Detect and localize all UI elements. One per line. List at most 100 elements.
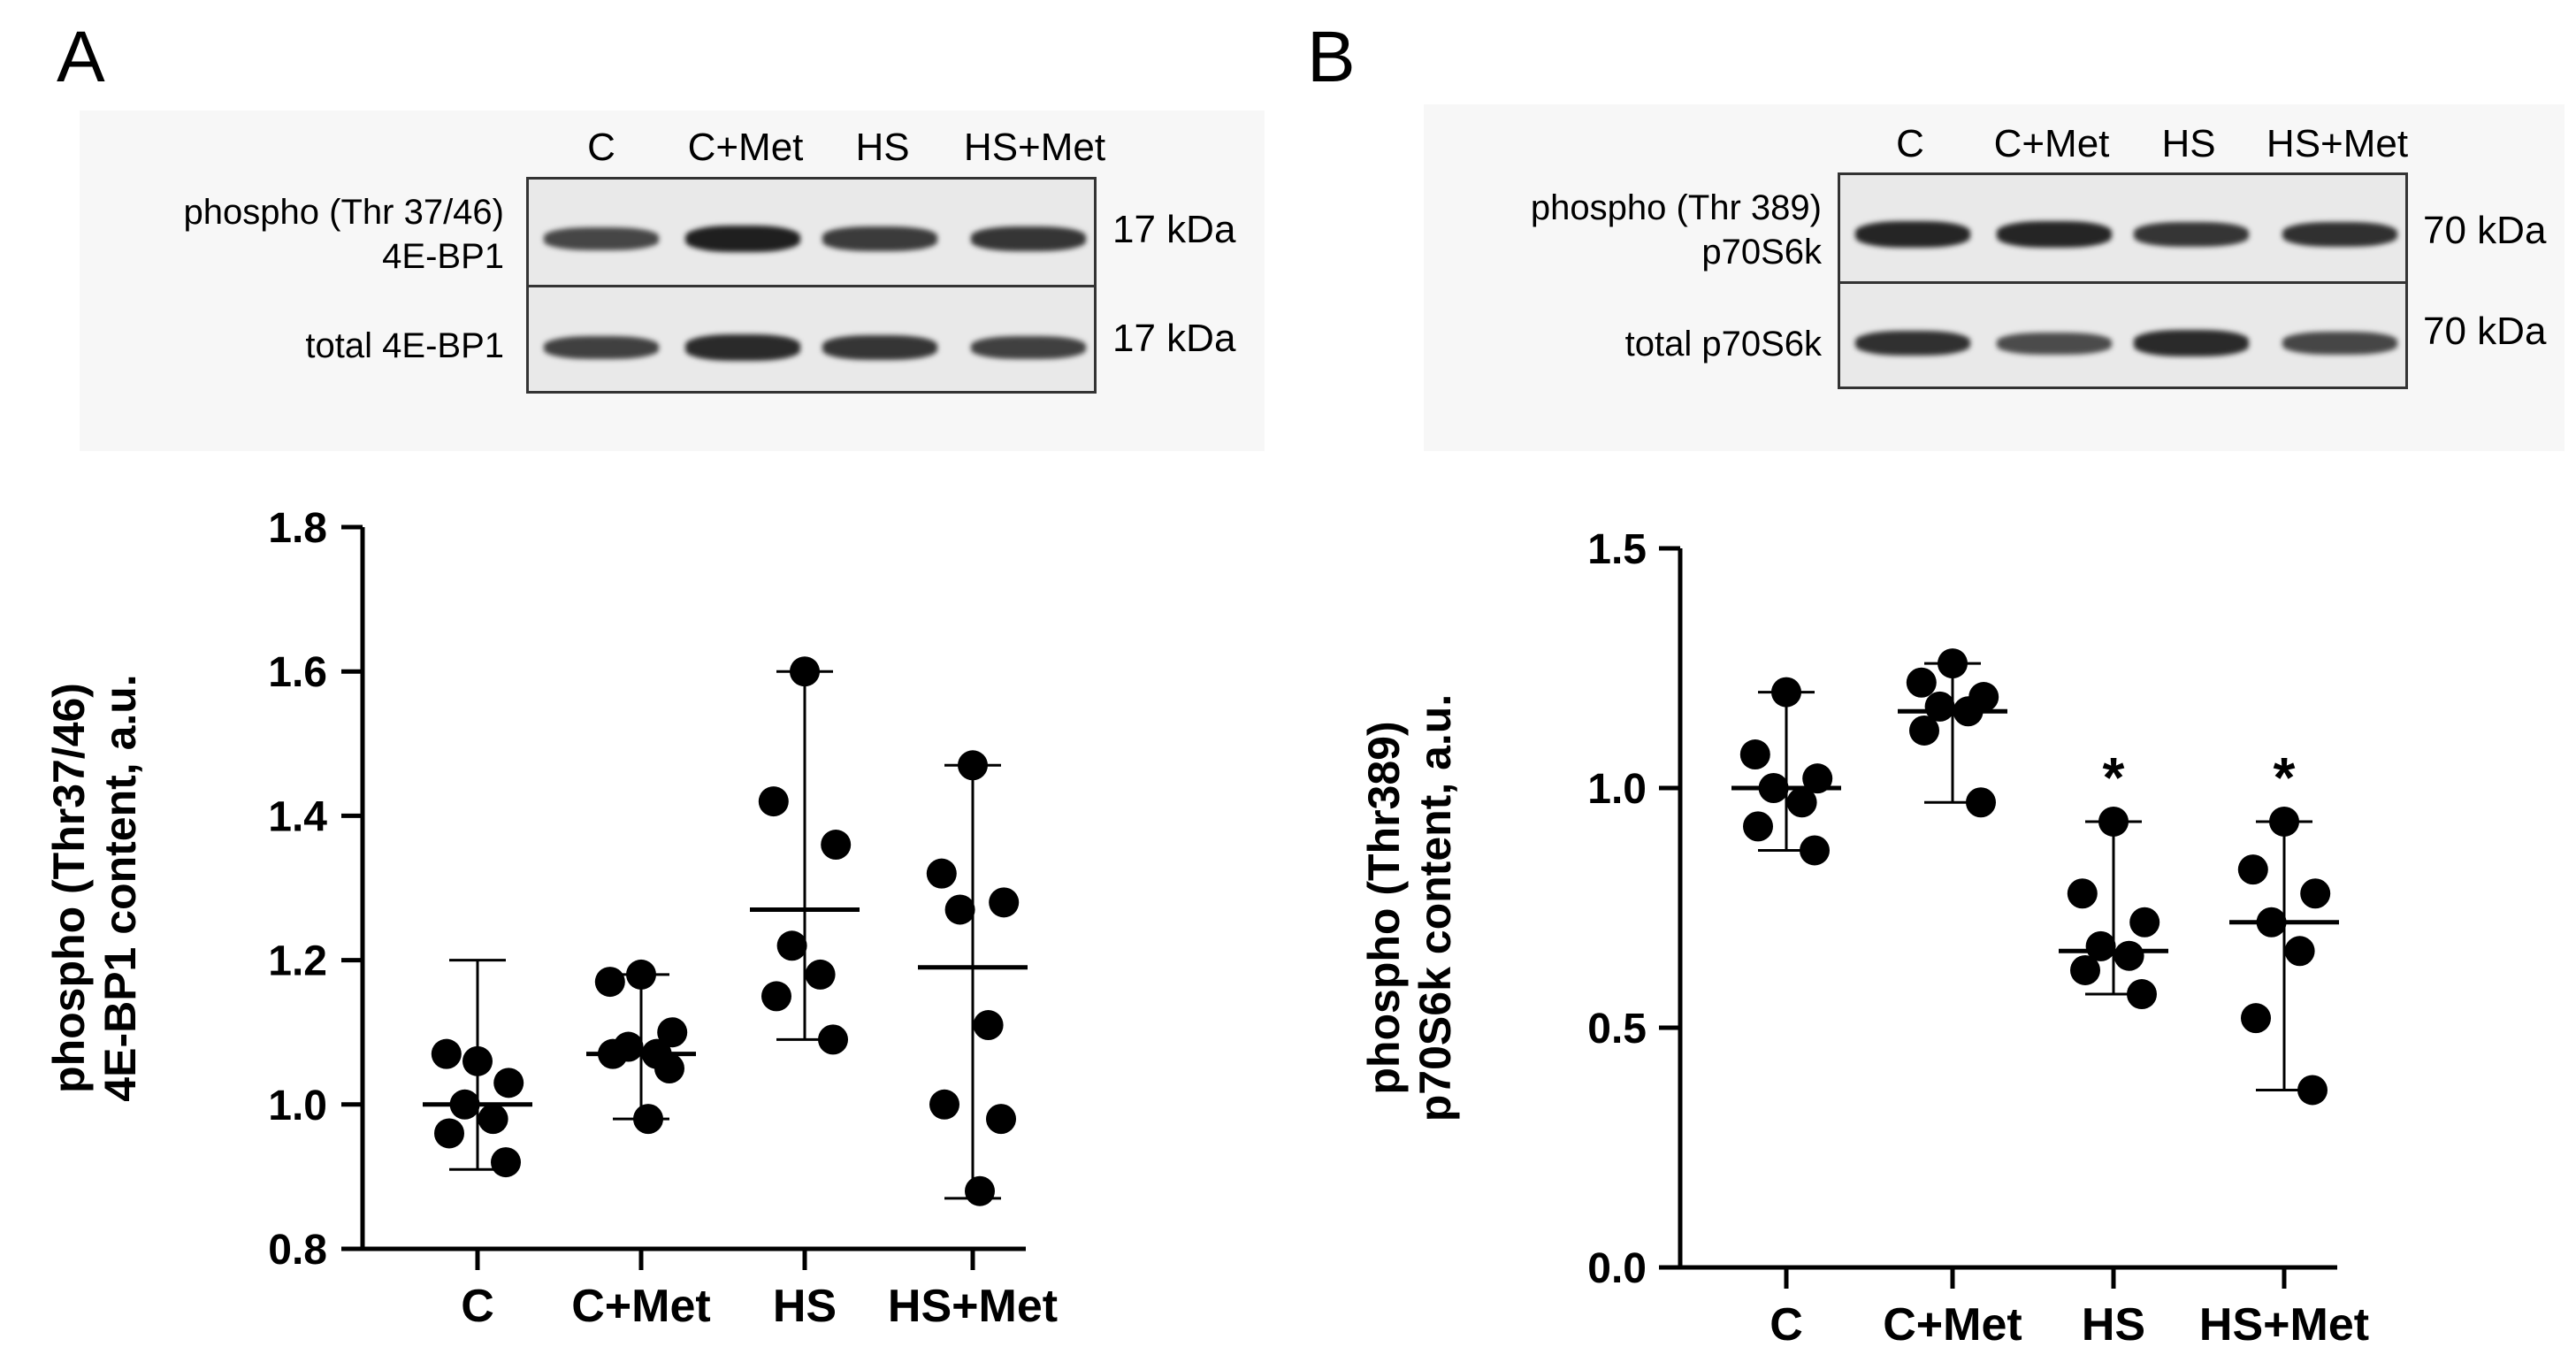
- chart2-x-label-0: C: [1770, 1299, 1803, 1351]
- panel-letter-b: B: [1307, 17, 1356, 97]
- chart1-point-g2-6: [818, 1024, 848, 1055]
- chart2-y-tick-label-2: 1.0: [1587, 766, 1647, 813]
- chart2-significance-3: *: [2274, 746, 2296, 809]
- chart1-point-g1-2: [657, 1017, 688, 1048]
- chart1-point-g3-5: [929, 1089, 959, 1120]
- chart2-point-g3-0: [2269, 806, 2299, 837]
- chart2-point-g3-4: [2284, 936, 2315, 967]
- blot-b-row2-kda: 70 kDa: [2423, 310, 2547, 353]
- chart1-point-g2-0: [790, 656, 820, 687]
- blot-b-lane-c: C: [1896, 122, 1924, 165]
- chart1-point-g1-7: [633, 1104, 663, 1135]
- blot-a-row2-label: total 4E-BP1: [80, 324, 504, 368]
- chart1-point-g2-4: [805, 959, 836, 990]
- chart2-point-g1-6: [1966, 787, 1996, 818]
- chart2-x-label-1: C+Met: [1883, 1299, 2022, 1351]
- blot-b-divider: [1838, 281, 2408, 284]
- chart2-point-g1-5: [1909, 715, 1939, 746]
- blot-b-row1-label: phospho (Thr 389) p70S6k: [1388, 186, 1822, 274]
- blot-b-band-r2-l1: [1855, 330, 1970, 356]
- chart1-point-g0-5: [434, 1118, 464, 1149]
- chart1-point-g3-0: [958, 750, 988, 781]
- chart2-point-g2-5: [2070, 954, 2100, 985]
- chart1-point-g0-1: [431, 1038, 462, 1069]
- chart1-y-tick-label-2: 1.2: [268, 938, 327, 985]
- chart2-point-g2-3: [2085, 930, 2116, 961]
- blot-a-band-r1-l4: [971, 226, 1086, 251]
- blot-b-row1-label-line2: p70S6k: [1701, 233, 1822, 272]
- blot-b-lane-hsmet: HS+Met: [2266, 122, 2409, 165]
- chart1-y-tick-label-1: 1.0: [268, 1083, 327, 1129]
- chart1-ylabel-line2: 4E-BP1 content, a.u.: [96, 674, 145, 1101]
- chart1-y-tick-label-5: 1.8: [268, 505, 327, 552]
- chart1-y-tick-label-4: 1.6: [268, 649, 327, 696]
- chart2-point-g2-1: [2067, 878, 2098, 909]
- blot-a-band-r1-l1: [544, 227, 659, 250]
- chart2-ylabel-line2: p70S6k content, a.u.: [1410, 694, 1460, 1121]
- chart2-x-label-3: HS+Met: [2199, 1299, 2369, 1351]
- blot-a-row1-label-line1: phospho (Thr 37/46): [183, 193, 504, 232]
- blot-a-band-r2-l4: [971, 335, 1086, 360]
- blot-a-row1-label-line2: 4E-BP1: [382, 237, 504, 276]
- chart2-point-g0-6: [1800, 835, 1830, 866]
- chart1-point-g2-1: [758, 786, 789, 817]
- chart1-x-label-0: C: [461, 1281, 494, 1332]
- chart2-point-g1-0: [1938, 648, 1968, 679]
- chart1-point-g3-6: [986, 1104, 1016, 1135]
- chart2-x-label-2: HS: [2082, 1299, 2145, 1351]
- panel-letter-a: A: [57, 17, 105, 97]
- chart1-point-g3-3: [944, 894, 975, 925]
- chart1-point-g3-1: [926, 858, 957, 889]
- chart1-ylabel-line1: phospho (Thr37/46): [44, 683, 94, 1093]
- chart1-y-tick-label-0: 0.8: [268, 1227, 327, 1274]
- blot-a-row1-label: phospho (Thr 37/46) 4E-BP1: [80, 190, 504, 279]
- blot-a-band-r1-l3: [822, 226, 937, 251]
- chart2-point-g3-5: [2241, 1003, 2271, 1034]
- chart1-point-g0-0: [462, 1045, 493, 1076]
- blot-a-lane-hs: HS: [855, 126, 910, 169]
- blot-b-row2-label-line1: total p70S6k: [1624, 325, 1822, 364]
- chart2-point-g2-4: [2114, 940, 2144, 971]
- blot-a-band-r2-l3: [822, 335, 937, 360]
- chart1-point-g1-1: [594, 967, 625, 998]
- chart1-point-g3-4: [973, 1010, 1004, 1041]
- blot-b-row2-label: total p70S6k: [1388, 322, 1822, 366]
- chart2-point-g2-2: [2129, 907, 2160, 938]
- blot-b-lane-hs: HS: [2161, 122, 2216, 165]
- blot-a-divider: [526, 285, 1097, 287]
- chart2-point-g3-6: [2297, 1075, 2328, 1106]
- chart1-point-g2-2: [821, 830, 852, 861]
- chart1-point-g1-6: [654, 1053, 684, 1083]
- chart2-significance-2: *: [2103, 746, 2125, 809]
- chart1-point-g3-7: [965, 1175, 995, 1206]
- blot-b-row1-label-line1: phospho (Thr 389): [1530, 188, 1822, 227]
- blot-b-band-r1-l4: [2282, 221, 2397, 248]
- chart1-point-g3-2: [989, 887, 1020, 918]
- chart1-x-label-3: HS+Met: [888, 1281, 1058, 1332]
- chart2-point-g0-4: [1786, 787, 1817, 818]
- blot-a-row2-kda: 17 kDa: [1112, 317, 1236, 360]
- chart1-x-label-2: HS: [773, 1281, 837, 1332]
- blot-a-row2-label-line1: total 4E-BP1: [305, 326, 504, 365]
- chart2-point-g1-3: [1924, 691, 1955, 722]
- blot-a-band-r2-l2: [685, 334, 800, 361]
- chart2-point-g0-5: [1743, 811, 1773, 842]
- chart1-point-g0-2: [493, 1068, 524, 1098]
- chart2-point-g3-1: [2237, 854, 2268, 885]
- chart2-point-g2-6: [2127, 979, 2157, 1010]
- blot-b-band-r2-l4: [2282, 332, 2397, 355]
- blot-a-row1-kda: 17 kDa: [1112, 208, 1236, 251]
- chart2-point-g1-1: [1906, 667, 1937, 698]
- blot-a-band-r1-l2: [685, 225, 800, 253]
- chart2-y-tick-label-1: 0.5: [1587, 1006, 1647, 1052]
- chart1-point-g2-5: [761, 981, 791, 1012]
- chart2-point-g3-2: [2300, 878, 2331, 909]
- blot-b-band-r1-l3: [2134, 222, 2249, 247]
- chart2-y-tick-label-3: 1.5: [1587, 526, 1647, 573]
- chart1-y-tick-label-3: 1.4: [268, 793, 327, 840]
- chart1-point-g2-3: [776, 930, 807, 961]
- chart1-point-g0-6: [491, 1147, 521, 1178]
- chart2-point-g2-0: [2098, 806, 2129, 837]
- chart1-x-label-1: C+Met: [571, 1281, 710, 1332]
